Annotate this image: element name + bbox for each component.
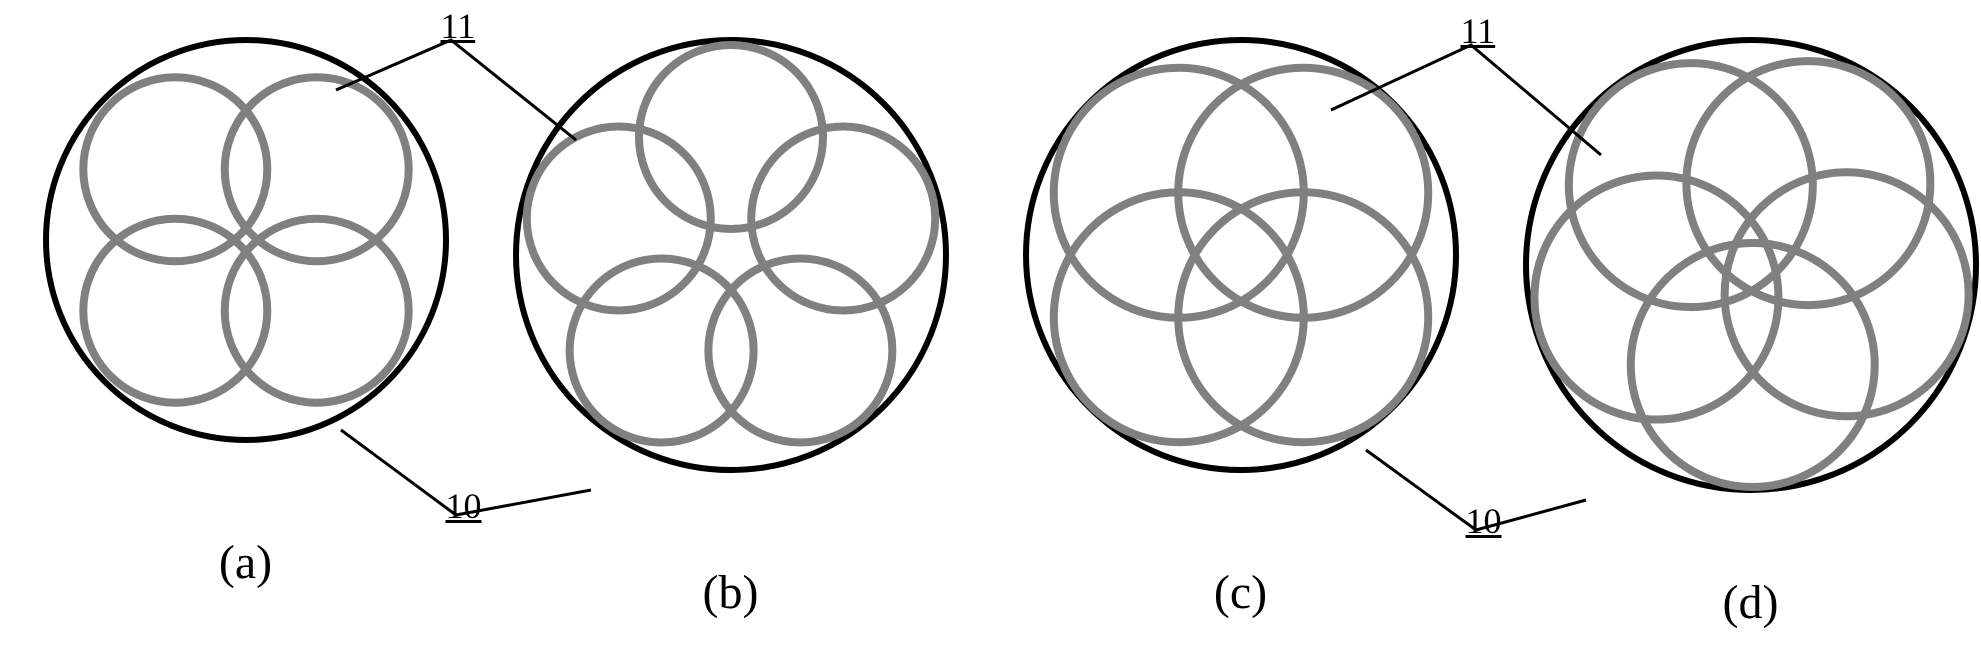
figure-container: (a) (b) 11 10 (c) bbox=[20, 20, 1981, 630]
caption-c: (c) bbox=[1214, 565, 1267, 620]
pair-cd: (c) (d) 11 10 bbox=[1016, 20, 1981, 630]
callout-line-10-cd bbox=[1016, 20, 1966, 560]
pair-ab: (a) (b) 11 10 bbox=[36, 20, 956, 620]
caption-d: (d) bbox=[1723, 575, 1779, 630]
caption-b: (b) bbox=[703, 565, 759, 620]
caption-a: (a) bbox=[219, 535, 272, 590]
callout-line-10-ab bbox=[36, 20, 936, 540]
